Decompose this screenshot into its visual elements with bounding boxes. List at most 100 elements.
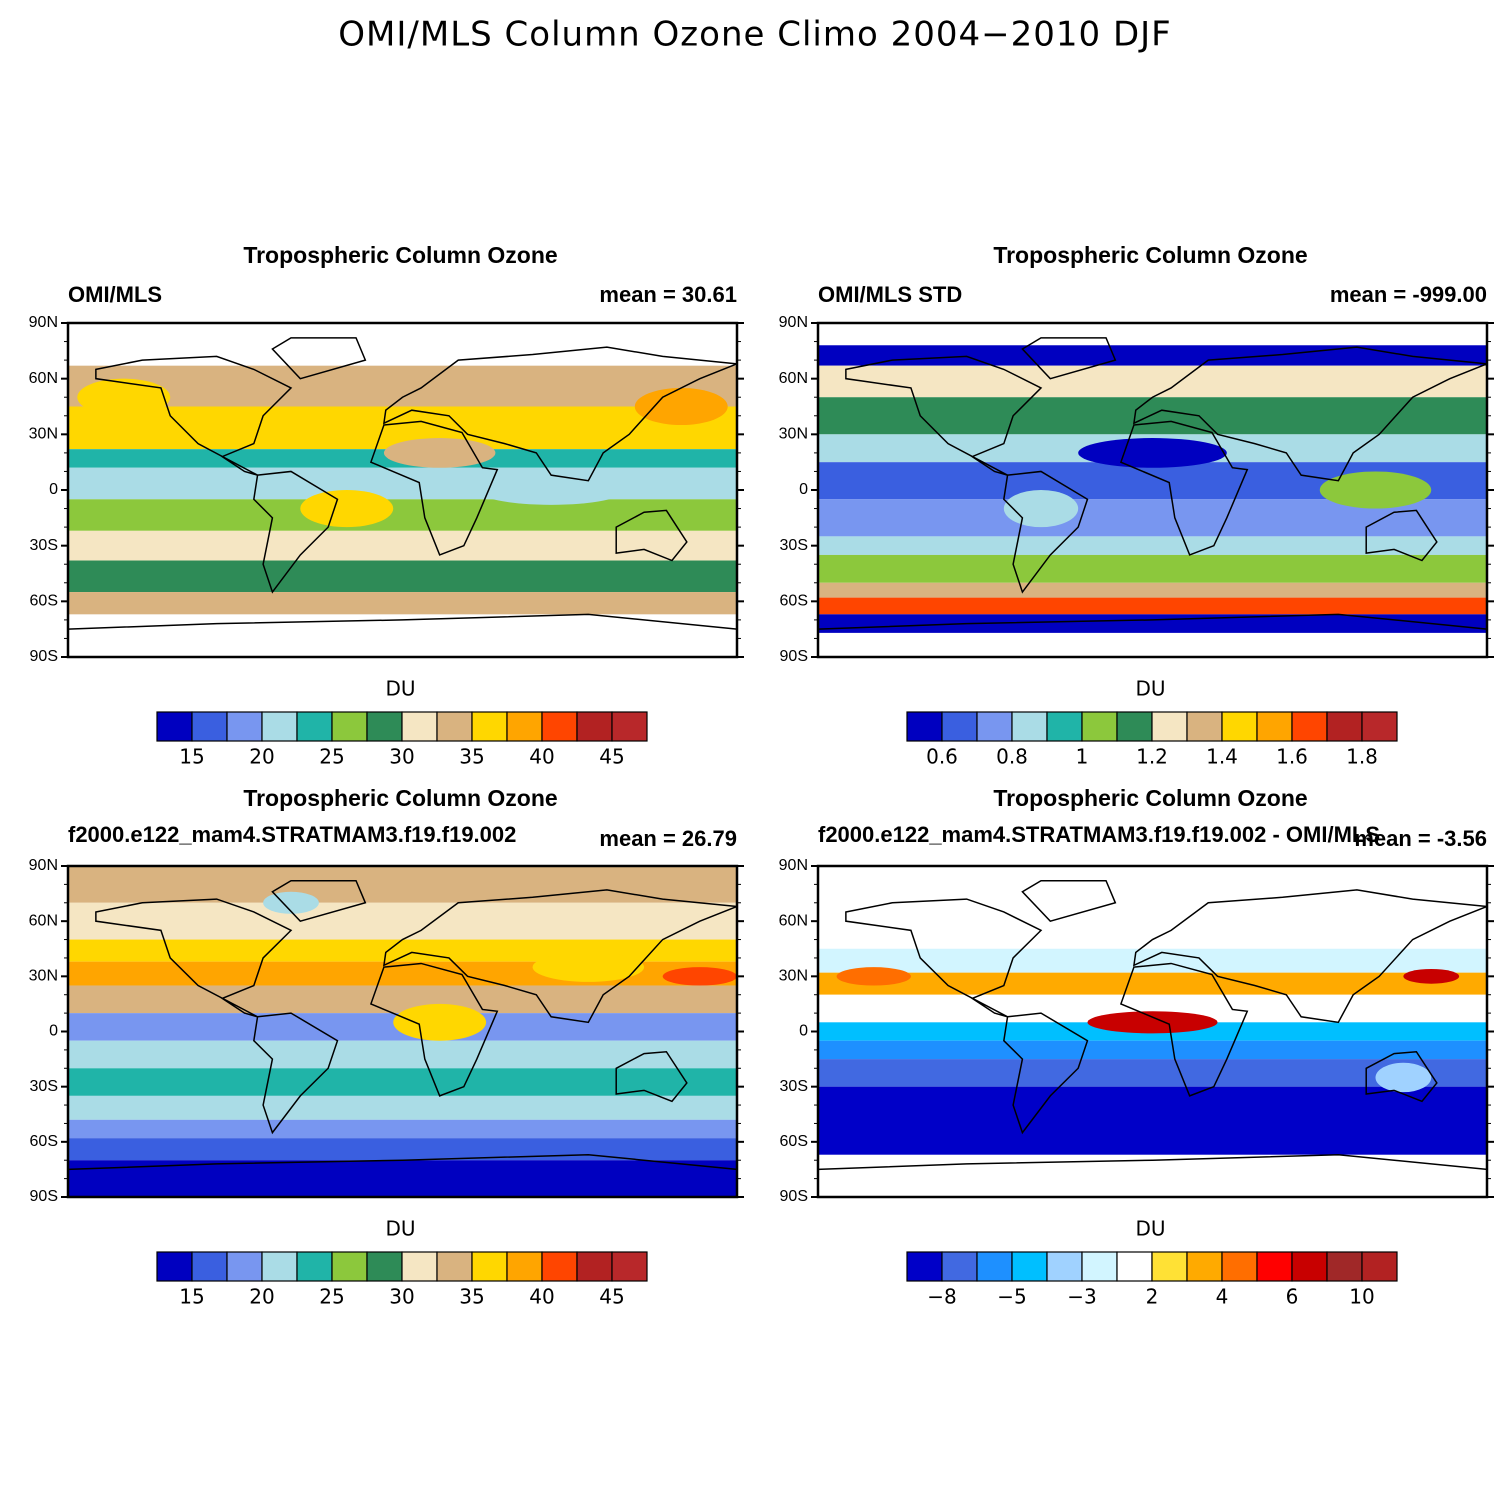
colorbar-tick-label: 4 [1216, 1285, 1229, 1309]
colorbar-box [191, 1251, 228, 1282]
coastline [68, 613, 737, 657]
colorbar-tick-label: 1.6 [1276, 745, 1308, 769]
colorbar-tick-label: 1.8 [1346, 745, 1378, 769]
contour-band [68, 365, 737, 407]
contour-band [818, 614, 1487, 633]
y-tick-label: 60N [779, 370, 808, 387]
contour-band [818, 397, 1487, 435]
coastline [1132, 889, 1487, 1024]
colorbar-tick-label: 20 [249, 745, 274, 769]
colorbar-box [1046, 711, 1083, 742]
colorbar-tick-label: 35 [459, 1285, 484, 1309]
colorbar-tick-label: 45 [599, 1285, 624, 1309]
colorbar-box [611, 1251, 648, 1282]
y-tick-label: 30S [30, 537, 58, 554]
colorbar-tick-label: 20 [249, 1285, 274, 1309]
colorbar-box [1326, 711, 1363, 742]
colorbar-box [1011, 711, 1048, 742]
colorbar-label: DU [385, 1217, 415, 1241]
y-tick-label: 60S [780, 1133, 808, 1150]
colorbar-box [226, 1251, 263, 1282]
colorbar-box [331, 1251, 368, 1282]
colorbar-box [941, 711, 978, 742]
colorbar-box [1116, 711, 1153, 742]
left-string: OMI/MLS [68, 282, 162, 307]
coastline [1365, 509, 1438, 562]
colorbar-tick-label: 40 [529, 745, 554, 769]
colorbar-box [506, 711, 543, 742]
colorbar-box [1116, 1251, 1153, 1282]
contour-band [818, 1040, 1487, 1060]
colorbar-box [1256, 1251, 1293, 1282]
y-tick-label: 90N [779, 857, 808, 874]
contour-band [68, 560, 737, 593]
colorbar-box [471, 711, 508, 742]
right-string: mean = -3.56 [1354, 826, 1487, 851]
colorbar-tick-label: 10 [1349, 1285, 1374, 1309]
contour-band [68, 866, 737, 903]
contour-band [818, 582, 1487, 598]
colorbar-box [1221, 1251, 1258, 1282]
panel-title: Tropospheric Column Ozone [993, 785, 1307, 811]
y-tick-label: 90S [780, 648, 808, 665]
y-tick-label: 30N [779, 968, 808, 985]
colorbar-tick-label: −5 [997, 1285, 1026, 1309]
contour-band [818, 908, 1487, 949]
colorbar-box [401, 1251, 438, 1282]
colorbar-label: DU [1135, 1217, 1165, 1241]
y-tick-label: 30N [29, 426, 58, 443]
y-tick-label: 90S [30, 648, 58, 665]
colorbar-tick-label: 6 [1286, 1285, 1299, 1309]
coastline [1003, 470, 1089, 594]
colorbar-tick-label: 1.2 [1136, 745, 1168, 769]
y-tick-label: 90N [779, 314, 808, 331]
colorbar-tick-label: 1.4 [1206, 745, 1238, 769]
contour-region [393, 1003, 487, 1041]
contour-band [68, 902, 737, 940]
right-string: mean = 26.79 [599, 826, 737, 851]
panel-title: Tropospheric Column Ozone [243, 785, 557, 811]
left-string: f2000.e122_mam4.STRATMAM3.f19.f19.002 - … [818, 822, 1380, 847]
panel: 90N 60N 30N 0 30S 60S 90S Tropospheric Column O… [29, 242, 744, 769]
left-string: OMI/MLS STD [818, 282, 962, 307]
map [68, 866, 737, 1197]
contour-band [818, 972, 1487, 995]
colorbar-tick-label: 0.6 [926, 745, 958, 769]
coastline [382, 346, 737, 482]
colorbar-box [366, 711, 403, 742]
coastline [95, 355, 293, 476]
colorbar-box [1326, 1251, 1363, 1282]
y-tick-label: 60S [780, 593, 808, 610]
figure-title: OMI/MLS Column Ozone Climo 2004−2010 DJF [338, 15, 1171, 55]
colorbar-tick-label: −8 [927, 1285, 956, 1309]
contour-band [68, 985, 737, 1014]
panel-title: Tropospheric Column Ozone [993, 242, 1307, 268]
colorbar-box [611, 711, 648, 742]
coastline [271, 879, 367, 923]
coastline [845, 355, 1043, 476]
coastline [845, 898, 1043, 1018]
y-tick-label: 30S [780, 537, 808, 554]
colorbar-box [1151, 711, 1188, 742]
colorbar-box [296, 711, 333, 742]
colorbar-box [576, 711, 613, 742]
contour-band [68, 1138, 737, 1161]
colorbar-box [541, 1251, 578, 1282]
colorbar-box [331, 711, 368, 742]
coastline [1119, 962, 1249, 1097]
colorbar-tick-label: 30 [389, 1285, 414, 1309]
contour-region [662, 967, 737, 986]
contour-band [818, 345, 1487, 366]
contour-band [818, 597, 1487, 615]
contour-band [68, 530, 737, 561]
contour-region [77, 378, 171, 416]
coastline [95, 898, 293, 1018]
coastline [68, 1153, 737, 1197]
colorbar-tick-label: 15 [179, 1285, 204, 1309]
coastline [1365, 1050, 1438, 1103]
contour-band [68, 467, 737, 500]
y-tick-label: 60N [779, 912, 808, 929]
contour-region [383, 438, 496, 468]
colorbar-box [401, 711, 438, 742]
